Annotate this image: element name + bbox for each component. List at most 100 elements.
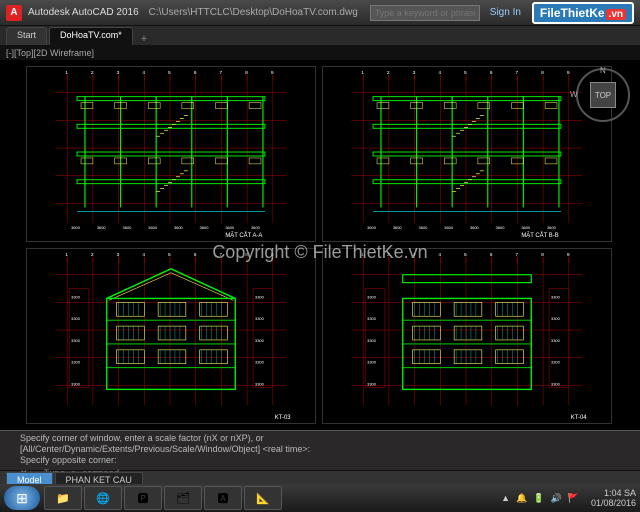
app-name: Autodesk AutoCAD 2016 xyxy=(28,7,139,18)
svg-text:9: 9 xyxy=(567,252,570,258)
svg-text:6: 6 xyxy=(194,70,197,76)
svg-text:4: 4 xyxy=(142,252,145,258)
svg-text:6: 6 xyxy=(490,70,493,76)
svg-text:3300: 3300 xyxy=(71,294,81,299)
svg-text:3300: 3300 xyxy=(71,360,81,365)
svg-text:1: 1 xyxy=(361,252,364,258)
svg-text:8: 8 xyxy=(245,70,248,76)
view-label[interactable]: [-][Top][2D Wireframe] xyxy=(0,46,640,60)
svg-text:8: 8 xyxy=(541,252,544,258)
viewcube-north: N xyxy=(600,66,606,75)
svg-text:4: 4 xyxy=(142,70,145,76)
svg-text:4: 4 xyxy=(438,70,441,76)
taskbar-app-1[interactable]: 🌐 xyxy=(84,486,122,510)
svg-text:3600: 3600 xyxy=(97,225,107,230)
svg-text:9: 9 xyxy=(567,70,570,76)
file-tab-bar: Start DoHoaTV.com* + xyxy=(0,26,640,46)
start-button[interactable]: ⊞ xyxy=(4,486,40,510)
search-input[interactable] xyxy=(370,5,480,21)
taskbar-app-5[interactable]: 📐 xyxy=(244,486,282,510)
svg-text:3300: 3300 xyxy=(255,316,265,321)
taskbar-app-2[interactable]: 🅿 xyxy=(124,486,162,510)
viewport-1[interactable]: 1234567893600360036003600360036003600360… xyxy=(322,66,612,242)
viewport-2[interactable]: 1 2 3 4 5 6 7 8 9 3300 3300 3300 3300 3300 3300 3300 330… xyxy=(26,248,316,424)
svg-text:3600: 3600 xyxy=(148,225,158,230)
taskbar-app-4[interactable]: 🅰 xyxy=(204,486,242,510)
svg-text:3: 3 xyxy=(413,252,416,258)
windows-taskbar: ⊞ 📁🌐🅿🗂🅰📐 ▲🔔🔋🔊🚩 1:04 SA01/08/2016 xyxy=(0,484,640,512)
svg-text:9: 9 xyxy=(271,70,274,76)
svg-text:3300: 3300 xyxy=(551,294,561,299)
taskbar-clock[interactable]: 1:04 SA01/08/2016 xyxy=(591,488,636,508)
svg-text:9: 9 xyxy=(271,252,274,258)
svg-text:7: 7 xyxy=(515,252,518,258)
svg-text:3600: 3600 xyxy=(367,225,377,230)
svg-text:6: 6 xyxy=(490,252,493,258)
svg-text:KT-04: KT-04 xyxy=(571,415,588,421)
command-history-2: [All/Center/Dynamic/Extents/Previous/Sca… xyxy=(20,444,620,455)
sign-in-link[interactable]: Sign In xyxy=(490,7,521,18)
svg-text:3600: 3600 xyxy=(547,225,557,230)
svg-text:5: 5 xyxy=(464,252,467,258)
svg-text:3300: 3300 xyxy=(551,338,561,343)
svg-text:3300: 3300 xyxy=(367,338,377,343)
svg-text:3300: 3300 xyxy=(551,316,561,321)
svg-text:8: 8 xyxy=(245,252,248,258)
svg-text:3300: 3300 xyxy=(551,381,561,386)
svg-text:3: 3 xyxy=(413,70,416,76)
svg-text:3: 3 xyxy=(117,70,120,76)
viewcube-west: W xyxy=(570,90,578,99)
svg-text:1: 1 xyxy=(361,70,364,76)
svg-text:3300: 3300 xyxy=(255,338,265,343)
svg-text:MẶT CẮT A-A: MẶT CẮT A-A xyxy=(225,231,262,239)
svg-text:2: 2 xyxy=(91,252,94,258)
svg-text:3300: 3300 xyxy=(71,338,81,343)
command-window[interactable]: Specify corner of window, enter a scale … xyxy=(0,430,640,470)
svg-text:MẶT CẮT B-B: MẶT CẮT B-B xyxy=(521,231,558,239)
viewcube[interactable]: TOP N W xyxy=(576,68,630,122)
svg-text:3600: 3600 xyxy=(419,225,429,230)
svg-text:2: 2 xyxy=(387,70,390,76)
svg-text:3300: 3300 xyxy=(71,316,81,321)
svg-text:KT-03: KT-03 xyxy=(275,415,292,421)
svg-text:3300: 3300 xyxy=(255,360,265,365)
svg-text:3600: 3600 xyxy=(251,225,261,230)
command-history-3: Specify opposite corner: xyxy=(20,455,620,466)
tab-file-active[interactable]: DoHoaTV.com* xyxy=(49,27,133,45)
svg-text:5: 5 xyxy=(168,252,171,258)
svg-text:5: 5 xyxy=(168,70,171,76)
svg-text:3600: 3600 xyxy=(174,225,184,230)
svg-text:3300: 3300 xyxy=(367,360,377,365)
command-history-1: Specify corner of window, enter a scale … xyxy=(20,433,620,444)
svg-text:8: 8 xyxy=(541,70,544,76)
svg-text:7: 7 xyxy=(219,70,222,76)
system-tray[interactable]: ▲🔔🔋🔊🚩 1:04 SA01/08/2016 xyxy=(495,488,636,508)
taskbar-app-0[interactable]: 📁 xyxy=(44,486,82,510)
svg-text:6: 6 xyxy=(194,252,197,258)
svg-text:3300: 3300 xyxy=(367,316,377,321)
svg-text:4: 4 xyxy=(438,252,441,258)
svg-text:7: 7 xyxy=(219,252,222,258)
tab-start[interactable]: Start xyxy=(6,27,47,45)
svg-text:3600: 3600 xyxy=(470,225,480,230)
tab-add-icon[interactable]: + xyxy=(135,33,153,45)
svg-text:3300: 3300 xyxy=(255,294,265,299)
svg-text:3300: 3300 xyxy=(367,294,377,299)
file-path: C:\Users\HTTCLC\Desktop\DoHoaTV.com.dwg xyxy=(149,7,358,18)
svg-text:1: 1 xyxy=(65,252,68,258)
drawing-canvas[interactable]: 1 2 3 4 5 6 7 8 9 3600 3600 3600 3600 3600 3600 3600 360… xyxy=(0,60,640,430)
svg-text:3300: 3300 xyxy=(255,381,265,386)
svg-text:3600: 3600 xyxy=(71,225,81,230)
viewport-3[interactable]: 1234567893300330033003300330033003300330… xyxy=(322,248,612,424)
svg-text:3300: 3300 xyxy=(367,381,377,386)
svg-text:3600: 3600 xyxy=(393,225,403,230)
svg-text:3600: 3600 xyxy=(200,225,210,230)
viewcube-face[interactable]: TOP xyxy=(590,82,616,108)
viewport-0[interactable]: 1234567893600360036003600360036003600360… xyxy=(26,66,316,242)
svg-text:7: 7 xyxy=(515,70,518,76)
svg-text:2: 2 xyxy=(91,70,94,76)
svg-text:3: 3 xyxy=(117,252,120,258)
app-logo-icon[interactable]: A xyxy=(6,5,22,21)
taskbar-app-3[interactable]: 🗂 xyxy=(164,486,202,510)
svg-text:1: 1 xyxy=(65,70,68,76)
